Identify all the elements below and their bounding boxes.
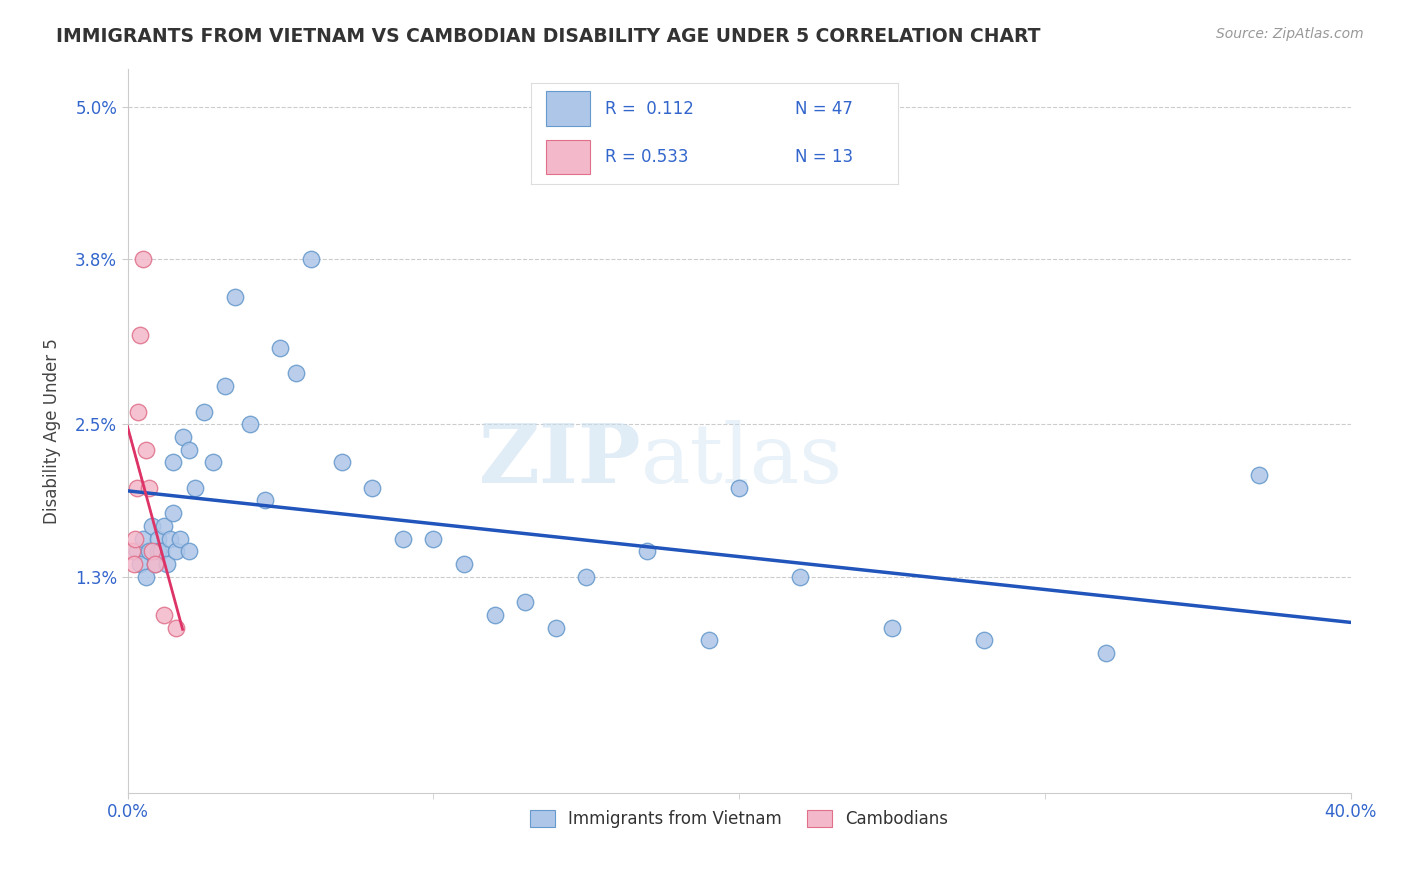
Point — [166, 544, 188, 558]
Text: ZIP: ZIP — [478, 419, 641, 500]
Point — [124, 532, 146, 546]
Point — [172, 430, 194, 444]
Point — [121, 544, 143, 558]
Text: IMMIGRANTS FROM VIETNAM VS CAMBODIAN DISABILITY AGE UNDER 5 CORRELATION CHART: IMMIGRANTS FROM VIETNAM VS CAMBODIAN DIS… — [56, 27, 1040, 45]
Point — [269, 341, 291, 355]
Point — [138, 481, 160, 495]
Point — [128, 557, 150, 571]
Point — [135, 442, 157, 457]
Point — [141, 544, 163, 558]
Point — [146, 532, 169, 546]
Point — [202, 455, 225, 469]
Point — [728, 481, 751, 495]
Point — [143, 557, 166, 571]
Point — [391, 532, 413, 546]
Point — [153, 607, 176, 622]
Text: atlas: atlas — [641, 419, 844, 500]
Point — [138, 544, 160, 558]
Point — [122, 557, 145, 571]
Point — [299, 252, 322, 266]
Point — [146, 544, 169, 558]
Point — [193, 404, 215, 418]
Point — [697, 633, 720, 648]
Point — [141, 519, 163, 533]
Point — [125, 481, 148, 495]
Point — [132, 252, 155, 266]
Point — [214, 379, 236, 393]
Point — [789, 570, 811, 584]
Point — [177, 544, 200, 558]
Point — [159, 532, 181, 546]
Point — [544, 620, 567, 634]
Point — [153, 519, 176, 533]
Point — [162, 455, 184, 469]
Point — [284, 367, 307, 381]
Point — [177, 442, 200, 457]
Point — [125, 544, 148, 558]
Point — [184, 481, 207, 495]
Point — [127, 404, 149, 418]
Point — [973, 633, 995, 648]
Point — [150, 544, 173, 558]
Point — [143, 557, 166, 571]
Point — [169, 532, 191, 546]
Point — [135, 570, 157, 584]
Point — [162, 506, 184, 520]
Point — [1095, 646, 1118, 660]
Point — [361, 481, 384, 495]
Point — [484, 607, 506, 622]
Point — [166, 620, 188, 634]
Point — [575, 570, 598, 584]
Point — [330, 455, 353, 469]
Point — [224, 290, 246, 304]
Point — [156, 557, 179, 571]
Point — [422, 532, 444, 546]
Point — [254, 493, 277, 508]
Point — [128, 328, 150, 343]
Point — [1247, 468, 1270, 483]
Point — [239, 417, 262, 432]
Y-axis label: Disability Age Under 5: Disability Age Under 5 — [44, 338, 60, 524]
Point — [636, 544, 658, 558]
Point — [453, 557, 475, 571]
Text: Source: ZipAtlas.com: Source: ZipAtlas.com — [1216, 27, 1364, 41]
Point — [880, 620, 903, 634]
Point — [513, 595, 536, 609]
Point — [132, 532, 155, 546]
Legend: Immigrants from Vietnam, Cambodians: Immigrants from Vietnam, Cambodians — [523, 804, 955, 835]
